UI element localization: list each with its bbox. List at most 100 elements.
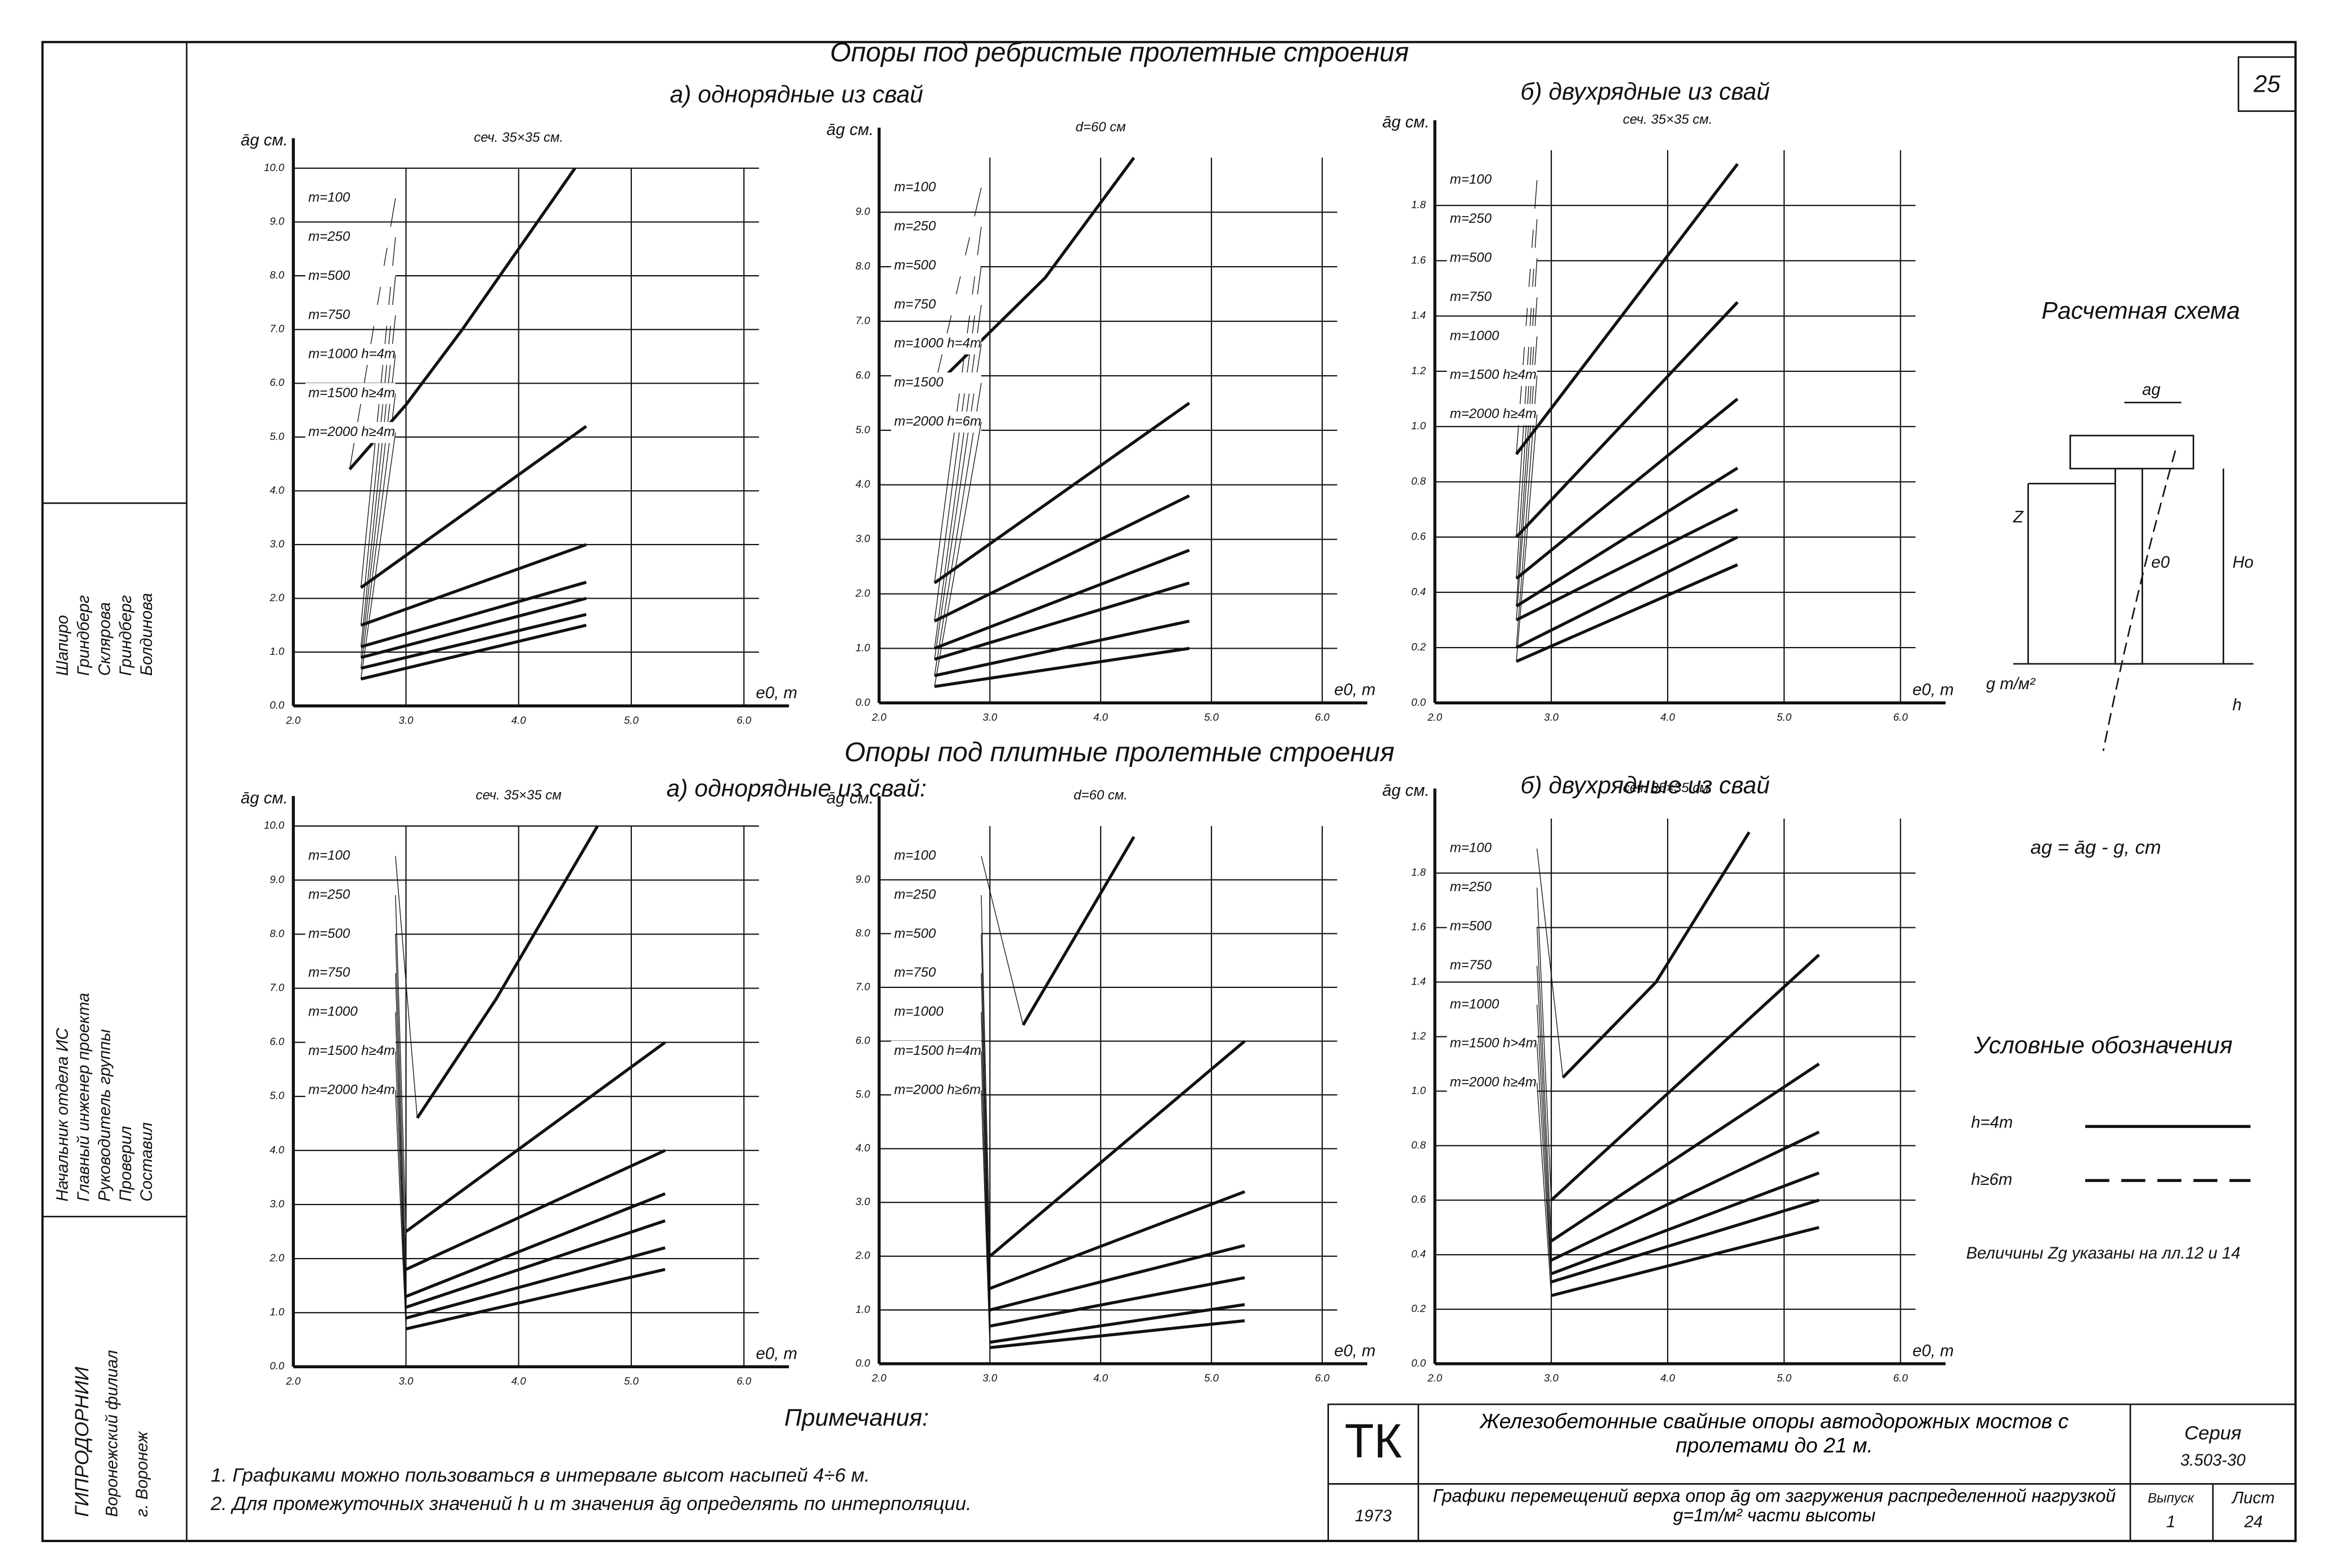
- label-bg: [305, 383, 396, 405]
- curve-label: m=500: [308, 268, 351, 284]
- y-tick-label: 0.0: [270, 699, 285, 711]
- curve: [1515, 536, 1739, 649]
- label-bg: [891, 845, 981, 867]
- curve-label: m=100: [894, 848, 936, 863]
- scheme-title: Расчетная схема: [2042, 298, 2240, 325]
- leader: [934, 344, 982, 659]
- label-bg: [891, 1080, 981, 1101]
- leader: [395, 973, 407, 1297]
- label-bg: [305, 1001, 396, 1023]
- x-tick-label: 3.0: [399, 714, 414, 726]
- label-bg: [305, 963, 396, 984]
- leader: [981, 1090, 991, 1348]
- y-tick-label: 0.4: [1411, 586, 1426, 597]
- curve-label: m=250: [308, 887, 351, 902]
- leader: [981, 1012, 991, 1327]
- x-tick-label: 4.0: [511, 1375, 527, 1387]
- leader: [395, 895, 407, 1232]
- curve-label: m=1000: [308, 1004, 358, 1019]
- leader: [1537, 927, 1552, 1241]
- stamp-org: ГИПРОДОРНИИ: [71, 1367, 93, 1517]
- x-tick-label: 3.0: [1544, 711, 1559, 723]
- x-tick-label: 4.0: [1093, 711, 1108, 723]
- leader: [1537, 1082, 1552, 1296]
- y-axis-label: āg см.: [827, 789, 874, 807]
- leader: [934, 304, 982, 649]
- stamp-name: Гриндберг: [74, 595, 93, 676]
- y-tick-label: 1.8: [1411, 866, 1426, 878]
- stamp: Начальник отдела ИС Шапиро Главный инженер…: [53, 593, 156, 1517]
- label-bg: [891, 1001, 981, 1023]
- label-bg: [891, 294, 981, 316]
- curve: [405, 1149, 666, 1271]
- leader: [1537, 1004, 1552, 1274]
- y-tick-label: 1.0: [1411, 1084, 1426, 1096]
- stamp-org: Воронежский филиал: [103, 1350, 122, 1517]
- y-tick-label: 7.0: [855, 315, 870, 326]
- x-tick-label: 6.0: [737, 1375, 752, 1387]
- y-tick-label: 1.4: [1411, 976, 1426, 987]
- curve: [989, 1244, 1245, 1311]
- x-tick-label: 5.0: [1204, 711, 1219, 723]
- label-bg: [1447, 248, 1537, 269]
- leader: [981, 856, 1024, 1026]
- curve: [360, 613, 587, 670]
- label-bg: [1447, 1033, 1537, 1055]
- y-tick-label: 1.6: [1411, 921, 1426, 933]
- curve: [1515, 466, 1739, 608]
- curve: [1550, 1062, 1820, 1243]
- stamp-name: Болдинова: [137, 593, 156, 676]
- heading: Опоры под плитные пролетные строения: [845, 738, 1395, 767]
- heading: Опоры под ребристые пролетные строения: [830, 38, 1409, 68]
- subheading: б) двухрядные из свай: [1520, 772, 1770, 799]
- curve: [989, 1040, 1246, 1257]
- curve: [933, 402, 1191, 585]
- stamp-name: Шапиро: [53, 615, 72, 676]
- y-tick-label: 6.0: [855, 369, 870, 381]
- legend-label: h≥6m: [1971, 1170, 2012, 1189]
- y-tick-label: 0.6: [1411, 531, 1426, 542]
- curve-label: m=100: [1450, 172, 1492, 187]
- label-bg: [305, 266, 396, 287]
- stamp-role: Составил: [137, 1122, 156, 1202]
- x-tick-label: 5.0: [624, 1375, 639, 1387]
- leader: [1516, 414, 1538, 662]
- y-tick-label: 0.0: [1411, 696, 1426, 708]
- x-tick-label: 2.0: [871, 711, 887, 723]
- curve-label: m=1000: [1450, 996, 1499, 1012]
- curve: [405, 1192, 666, 1298]
- label-bg: [1447, 838, 1537, 859]
- curve-label: m=1000: [1450, 328, 1499, 343]
- y-tick-label: 4.0: [855, 1142, 870, 1154]
- curve: [1551, 1198, 1820, 1284]
- leader: [360, 315, 396, 647]
- curve-label: m=100: [308, 848, 351, 863]
- curve: [989, 1190, 1246, 1290]
- subheading: б) двухрядные из свай: [1520, 78, 1770, 105]
- curve: [1561, 831, 1751, 1079]
- chart-subtitle: d=60 см.: [1074, 788, 1128, 803]
- label-bg: [891, 923, 981, 945]
- curve: [405, 1219, 666, 1309]
- x-tick-label: 5.0: [1204, 1372, 1219, 1384]
- sheet-number: 25: [2253, 70, 2280, 97]
- x-tick-label: 2.0: [285, 714, 301, 726]
- y-tick-label: 1.0: [1411, 420, 1426, 432]
- curve-label: m=1000 h=4m: [894, 336, 981, 351]
- leader: [395, 1012, 407, 1308]
- y-tick-label: 1.2: [1411, 365, 1426, 376]
- leader: [395, 856, 418, 1118]
- curve: [934, 581, 1190, 661]
- subheading: а) однорядные из свай:: [667, 775, 927, 802]
- scheme-label: h: [2233, 695, 2242, 714]
- curve: [933, 549, 1190, 650]
- y-tick-label: 6.0: [855, 1034, 870, 1046]
- sheet: 24: [2244, 1513, 2263, 1531]
- y-tick-label: 1.0: [855, 1303, 870, 1315]
- x-tick-label: 4.0: [1660, 711, 1676, 723]
- leader: [360, 237, 396, 588]
- curve-label: m=1500 h>4m: [1450, 1036, 1537, 1051]
- y-tick-label: 1.0: [270, 645, 285, 657]
- scheme-label: Z: [2013, 508, 2024, 527]
